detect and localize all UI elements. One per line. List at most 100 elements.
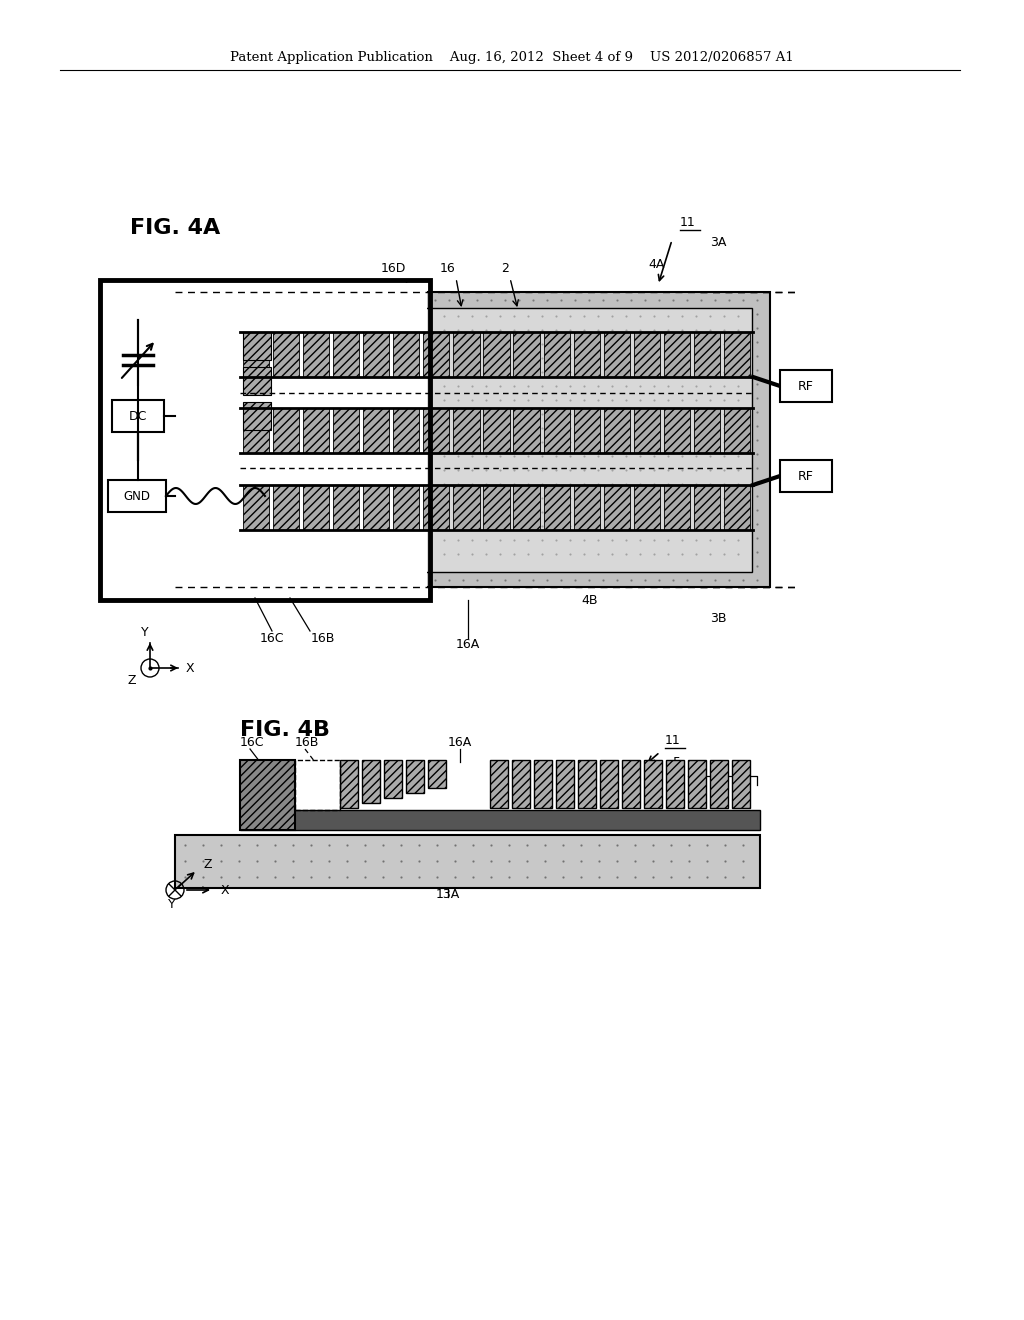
Bar (664, 408, 690, 453)
Text: 4A: 4A (648, 259, 665, 272)
Bar (544, 484, 569, 531)
Bar (513, 333, 540, 378)
Bar (364, 484, 389, 531)
Bar (243, 333, 269, 378)
Bar (534, 760, 552, 808)
Text: Z: Z (203, 858, 212, 870)
Bar (112, 400, 164, 432)
Text: 2: 2 (690, 770, 698, 783)
Bar (393, 333, 420, 378)
Text: 16A: 16A (456, 639, 480, 652)
Bar (273, 408, 299, 453)
Bar (483, 408, 510, 453)
Bar (423, 408, 450, 453)
Text: 16C: 16C (240, 735, 264, 748)
Bar (573, 484, 600, 531)
Bar (175, 836, 760, 888)
Bar (513, 408, 540, 453)
Text: 3B: 3B (710, 611, 726, 624)
Bar (240, 308, 752, 572)
Bar (108, 480, 166, 512)
Text: 16B: 16B (295, 735, 319, 748)
Bar (724, 333, 750, 378)
Bar (604, 333, 630, 378)
Bar (243, 484, 269, 531)
Text: 16C: 16C (260, 631, 285, 644)
Bar (634, 333, 659, 378)
Bar (362, 760, 380, 803)
Bar (512, 760, 530, 808)
Bar (513, 484, 540, 531)
Bar (544, 408, 569, 453)
Bar (694, 408, 720, 453)
Bar (175, 292, 770, 587)
Bar (483, 333, 510, 378)
Bar (780, 370, 831, 403)
Bar (103, 282, 427, 597)
Text: Z: Z (128, 673, 136, 686)
Text: DC: DC (129, 409, 147, 422)
Bar (664, 333, 690, 378)
Text: 11: 11 (680, 215, 695, 228)
Text: 11: 11 (665, 734, 681, 747)
Bar (604, 408, 630, 453)
Text: RF: RF (798, 380, 814, 392)
Bar (724, 408, 750, 453)
Bar (454, 333, 479, 378)
Bar (243, 367, 271, 395)
Bar (634, 408, 659, 453)
Bar (243, 403, 271, 430)
Bar (664, 484, 690, 531)
Bar (710, 760, 728, 808)
Text: Y: Y (168, 898, 176, 911)
Text: 16A: 16A (447, 735, 472, 748)
Bar (240, 810, 760, 830)
Text: X: X (185, 661, 195, 675)
Bar (273, 484, 299, 531)
Bar (454, 484, 479, 531)
Bar (428, 760, 446, 788)
Bar (364, 333, 389, 378)
Bar (303, 484, 330, 531)
Text: 2: 2 (501, 261, 509, 275)
Bar (273, 333, 299, 378)
Text: 16B: 16B (311, 631, 335, 644)
Text: X: X (221, 883, 229, 896)
Bar (556, 760, 574, 808)
Bar (423, 484, 450, 531)
Bar (333, 333, 359, 378)
Bar (724, 484, 750, 531)
Bar (604, 484, 630, 531)
Bar (240, 760, 295, 830)
Bar (364, 408, 389, 453)
Bar (384, 760, 402, 799)
Text: 13A: 13A (436, 888, 460, 902)
Bar (694, 333, 720, 378)
Bar (100, 280, 430, 601)
Bar (303, 333, 330, 378)
Bar (483, 484, 510, 531)
Bar (688, 760, 706, 808)
Bar (490, 760, 508, 808)
Bar (622, 760, 640, 808)
Text: Y: Y (141, 627, 148, 639)
Text: FIG. 4B: FIG. 4B (240, 719, 330, 741)
Bar (573, 408, 600, 453)
Text: 5: 5 (673, 755, 681, 768)
Bar (573, 333, 600, 378)
Bar (634, 484, 659, 531)
Bar (732, 760, 750, 808)
Text: 16D: 16D (380, 261, 406, 275)
Bar (333, 408, 359, 453)
Text: Patent Application Publication    Aug. 16, 2012  Sheet 4 of 9    US 2012/0206857: Patent Application Publication Aug. 16, … (230, 50, 794, 63)
Bar (393, 408, 420, 453)
Text: FIG. 4A: FIG. 4A (130, 218, 220, 238)
Bar (243, 408, 269, 453)
Bar (578, 760, 596, 808)
Bar (780, 459, 831, 492)
Bar (666, 760, 684, 808)
Bar (340, 760, 358, 808)
Text: RF: RF (798, 470, 814, 483)
Text: 3A: 3A (710, 236, 726, 249)
Bar (694, 484, 720, 531)
